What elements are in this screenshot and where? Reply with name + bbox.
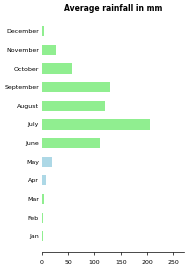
Bar [42, 63, 72, 74]
Bar [42, 26, 44, 36]
Title: Average rainfall in mm: Average rainfall in mm [64, 4, 162, 13]
Bar [42, 45, 56, 55]
Bar [42, 119, 150, 130]
Bar [42, 175, 46, 186]
Bar [42, 101, 105, 111]
Bar [42, 138, 100, 148]
Bar [42, 82, 110, 92]
Bar [42, 157, 52, 167]
Bar [42, 213, 43, 223]
Bar [42, 194, 44, 204]
Bar [42, 231, 43, 242]
